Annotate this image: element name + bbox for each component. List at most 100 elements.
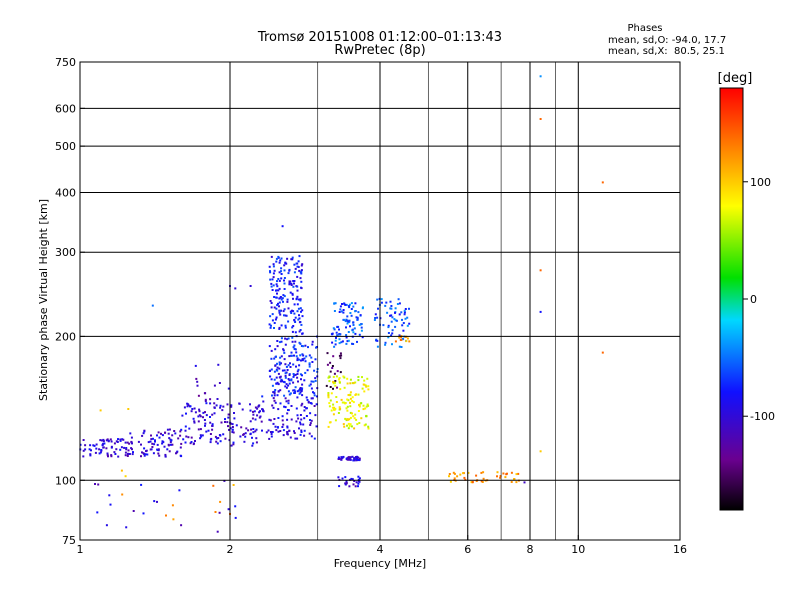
data-point (292, 389, 295, 392)
data-point (362, 306, 364, 309)
data-point (101, 443, 104, 446)
data-point (276, 369, 279, 372)
data-point (165, 514, 167, 517)
data-point (279, 309, 282, 312)
data-point (273, 322, 276, 324)
data-point (297, 368, 300, 371)
data-point (94, 483, 96, 485)
data-point (211, 413, 214, 416)
data-point (358, 333, 361, 336)
data-point (274, 348, 277, 351)
data-point (471, 481, 474, 483)
colorbar (719, 87, 744, 511)
data-point (308, 432, 311, 435)
data-point (328, 402, 331, 405)
data-point (376, 345, 379, 348)
data-point (345, 336, 348, 339)
data-point (196, 384, 199, 387)
data-point (293, 312, 296, 315)
data-point (296, 295, 299, 298)
data-point (245, 427, 248, 430)
data-point (504, 476, 507, 479)
data-point (338, 338, 341, 341)
data-point (480, 480, 483, 483)
data-point (361, 336, 364, 339)
data-point (362, 408, 365, 411)
data-point (222, 433, 225, 436)
data-point (349, 382, 352, 385)
data-point (164, 431, 167, 434)
data-point (283, 369, 286, 372)
data-point (353, 427, 356, 430)
data-point (261, 395, 264, 398)
data-point (277, 390, 280, 393)
data-point (358, 403, 360, 406)
data-point (255, 428, 258, 431)
data-point (288, 282, 291, 284)
data-point (288, 283, 291, 286)
data-point (312, 391, 314, 394)
data-point (229, 427, 232, 430)
data-point (334, 339, 337, 342)
data-point (292, 310, 295, 313)
data-point (202, 416, 204, 419)
data-point (258, 416, 261, 419)
data-point (305, 407, 308, 410)
data-point (308, 384, 311, 387)
data-point (99, 409, 102, 412)
data-point (356, 455, 358, 458)
data-point (281, 369, 284, 372)
data-point (333, 302, 336, 305)
data-point (183, 406, 186, 409)
data-point (251, 444, 254, 447)
data-point (364, 423, 367, 426)
data-point (315, 346, 317, 349)
data-point (398, 345, 401, 348)
data-point (404, 317, 407, 320)
data-point (293, 280, 296, 282)
data-point (261, 429, 263, 432)
data-point (284, 372, 287, 375)
data-point (297, 318, 300, 321)
data-point (284, 337, 287, 340)
data-point (227, 416, 230, 419)
data-point (327, 376, 330, 379)
data-point (310, 397, 313, 400)
data-point (277, 255, 280, 258)
data-point (299, 373, 302, 376)
data-point (351, 396, 354, 399)
data-point (299, 387, 302, 389)
data-point (283, 351, 286, 354)
data-point (279, 313, 282, 316)
data-point (352, 459, 355, 462)
data-point (113, 451, 116, 454)
data-point (313, 405, 316, 407)
data-point (271, 289, 274, 291)
data-point (169, 443, 172, 446)
data-point (205, 402, 208, 405)
data-point (106, 453, 109, 456)
data-point (180, 442, 183, 445)
y-tick-label: 750 (55, 56, 76, 69)
data-point (270, 282, 273, 285)
data-point (398, 313, 401, 316)
data-point (230, 404, 233, 407)
data-point (351, 329, 354, 332)
data-point (278, 361, 281, 364)
data-point (313, 437, 316, 440)
data-point (217, 363, 220, 366)
data-point (310, 387, 313, 390)
data-point (276, 394, 279, 397)
data-point (298, 298, 300, 301)
data-point (305, 415, 308, 417)
data-point (128, 453, 131, 455)
data-point (335, 375, 338, 378)
data-point (350, 314, 353, 317)
data-point (343, 318, 346, 321)
data-point (294, 373, 297, 376)
data-point (290, 282, 293, 285)
data-point (293, 271, 296, 274)
data-point (166, 448, 169, 451)
data-point (108, 494, 111, 497)
data-point (283, 277, 286, 279)
